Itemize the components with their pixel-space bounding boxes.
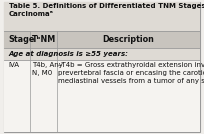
FancyBboxPatch shape (4, 60, 200, 132)
FancyBboxPatch shape (4, 31, 200, 48)
Text: Stage: Stage (9, 35, 35, 44)
Text: Description: Description (103, 35, 154, 44)
Text: Age at diagnosis is ≥55 years:: Age at diagnosis is ≥55 years: (9, 51, 129, 57)
FancyBboxPatch shape (4, 2, 200, 132)
Text: T4b, Any
N, M0: T4b, Any N, M0 (32, 62, 63, 76)
FancyBboxPatch shape (4, 48, 200, 60)
Text: TᵇNM: TᵇNM (32, 35, 57, 44)
Text: Table 5. Definitions of Differentiated TNM Stages IVA and IVB for Papillary and : Table 5. Definitions of Differentiated T… (9, 3, 204, 17)
FancyBboxPatch shape (4, 2, 200, 31)
Text: –T4b = Gross extrathyroidal extension invading
prevertebral fascia or encasing t: –T4b = Gross extrathyroidal extension in… (58, 62, 204, 84)
Text: IVA: IVA (9, 62, 20, 68)
